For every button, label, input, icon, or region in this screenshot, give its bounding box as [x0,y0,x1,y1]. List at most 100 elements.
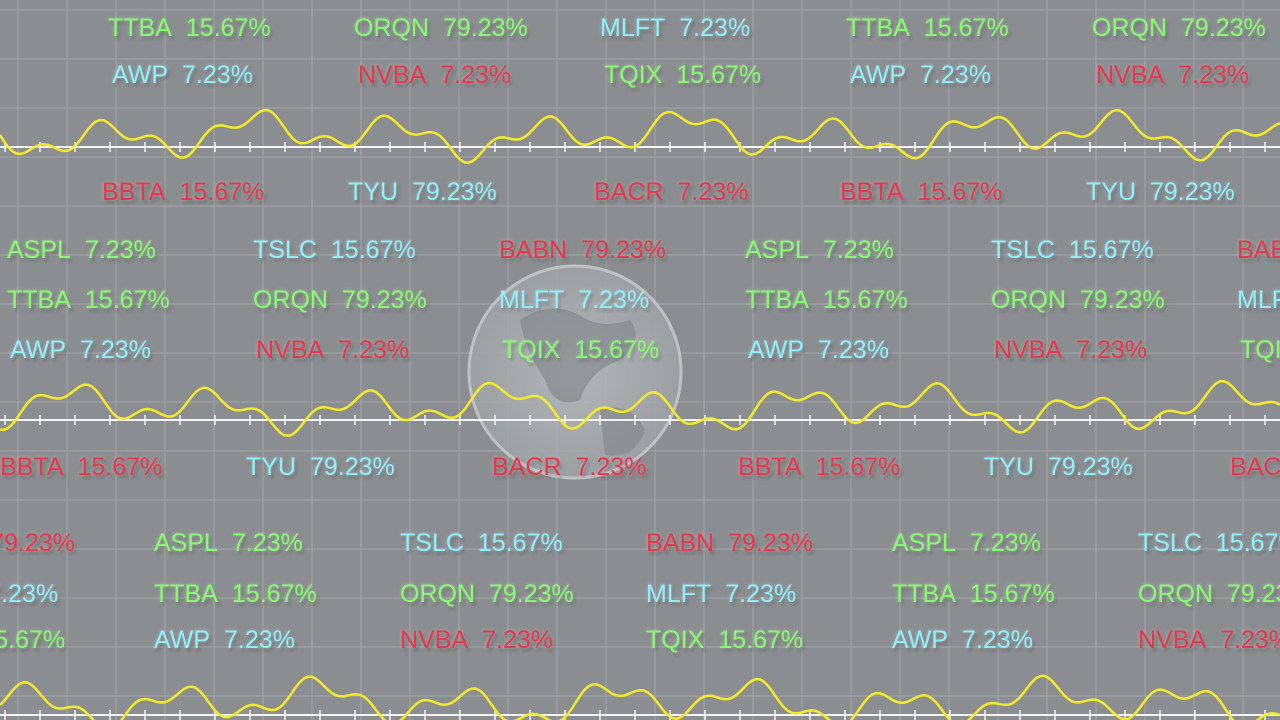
ticker-symbol: ASPL [154,529,218,557]
ticker-symbol: TSLC [400,529,464,557]
ticker-change: 7.23% [231,529,303,557]
ticker-symbol: ASPL [892,529,956,557]
ticker-item: BACR 7.23% [594,177,748,207]
ticker-item: ORQN 79.23% [991,285,1165,315]
ticker-symbol: BABN [1237,236,1280,264]
ticker-symbol: TSLC [991,236,1055,264]
ticker-symbol: BBTA [0,453,64,481]
ticker-change: 79.23% [728,529,813,557]
ticker-symbol: TTBA [108,14,172,42]
globe-land [520,308,645,456]
ticker-symbol: AWP [112,61,169,89]
ticker-symbol: TYU [348,178,398,206]
ticker-item: MLFT 7.23% [646,579,796,609]
ticker-change: 79.23% [0,529,75,557]
ticker-item: TTBA 15.67% [892,579,1055,609]
ticker-symbol: TYU [1086,178,1136,206]
ticker-item: ORQN 79.23% [400,579,574,609]
ticker-item: TYU 79.23% [984,452,1133,482]
ticker-change: 7.23% [440,61,511,89]
ticker-item: TYU 79.23% [246,452,395,482]
ticker-change: 7.23% [80,336,151,364]
ticker-change: 15.67% [231,580,317,608]
ticker-item: NVBA 7.23% [400,625,553,655]
ticker-item: AWP 7.23% [850,60,991,90]
ticker-item: ASPL 7.23% [892,528,1041,558]
ticker-symbol: TTBA [7,286,71,314]
ticker-item: TTBA 15.67% [154,579,317,609]
ticker-change: 7.23% [224,626,295,654]
ticker-change: 15.67% [179,178,265,206]
ticker-change: 79.23% [1080,286,1165,314]
ticker-symbol: BBTA [738,453,802,481]
ticker-change: 15.67% [185,14,271,42]
ticker-symbol: ORQN [253,286,328,314]
ticker-symbol: NVBA [358,61,427,89]
ticker-symbol: BABN [646,529,715,557]
ticker-symbol: TTBA [892,580,956,608]
ticker-symbol: BACR [594,178,664,206]
ticker-symbol: BACR [1230,453,1280,481]
ticker-symbol: ORQN [400,580,475,608]
ticker-change: 7.23% [679,14,751,42]
ticker-item: NVBA 7.23% [256,335,409,365]
ticker-change: 15.67% [1215,529,1280,557]
ticker-change: 7.23% [725,580,797,608]
ticker-change: 79.23% [342,286,427,314]
ticker-symbol: AWP [748,336,805,364]
ticker-item: AWP 7.23% [892,625,1033,655]
ticker-item: BBTA 15.67% [0,452,162,482]
ticker-change: 15.67% [969,580,1055,608]
ticker-item: NVBA 7.23% [358,60,511,90]
ticker-item: TTBA 15.67% [745,285,908,315]
ticker-symbol: TYU [246,453,296,481]
ticker-change: 7.23% [575,453,647,481]
ticker-symbol: AWP [10,336,67,364]
ticker-item: BBTA 15.67% [738,452,900,482]
ticker-change: 7.23% [677,178,749,206]
ticker-symbol: BABN [499,236,568,264]
ticker-symbol: AWP [154,626,211,654]
ticker-item: TTBA 15.67% [7,285,170,315]
ticker-symbol: TYU [984,453,1034,481]
ticker-item: ASPL 7.23% [154,528,303,558]
ticker-symbol: NVBA [400,626,469,654]
ticker-symbol: MLFT [600,14,666,42]
ticker-symbol: MLFT [1237,286,1280,314]
ticker-item: NVBA 7.23% [1096,60,1249,90]
ticker-item: ASPL 7.23% [7,235,156,265]
ticker-item: TTBA 15.67% [846,13,1009,43]
ticker-item: NVBA 7.23% [994,335,1147,365]
ticker-change: 7.23% [1178,61,1249,89]
ticker-item: AWP 7.23% [112,60,253,90]
ticker-symbol: ASPL [7,236,71,264]
ticker-item: TTBA 15.67% [108,13,271,43]
ticker-change: 7.23% [1220,626,1280,654]
ticker-change: 15.67% [84,286,170,314]
ticker-symbol: ORQN [1092,14,1167,42]
ticker-change: 7.23% [482,626,553,654]
ticker-item: BABN 79.23% [646,528,813,558]
ticker-symbol: ORQN [354,14,429,42]
ticker-symbol: TQIX [1240,336,1280,364]
ticker-change: 15.67% [477,529,563,557]
ticker-item: ASPL 7.23% [745,235,894,265]
ticker-item: NVBA 7.23% [1138,625,1280,655]
ticker-item: TSLC 15.67% [253,235,416,265]
ticker-change: 79.23% [1048,453,1133,481]
ticker-change: 15.67% [1068,236,1154,264]
ticker-change: 79.23% [443,14,528,42]
ticker-item: AWP 7.23% [154,625,295,655]
ticker-change: 15.67% [718,626,804,654]
ticker-symbol: TQIX [646,626,705,654]
ticker-change: 7.23% [338,336,409,364]
